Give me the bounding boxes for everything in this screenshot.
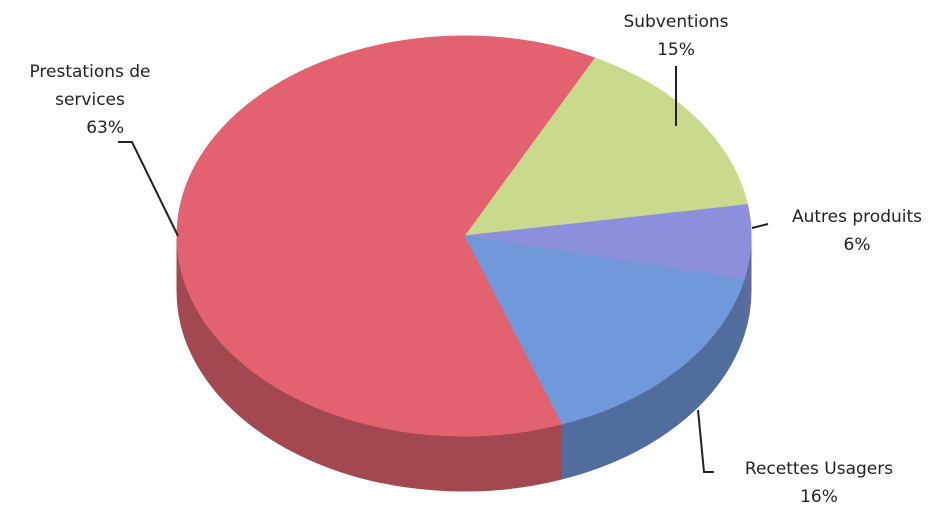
slice-label: Recettes Usagers 16% [724,455,914,511]
value-label: 16% [800,487,838,507]
pie-slice [176,35,596,437]
value-label: 6% [843,235,871,255]
slices [176,35,752,492]
pie-slice [463,235,745,425]
category-label: Recettes Usagers [744,459,894,479]
slice-label: Prestations de services 63% [10,58,170,142]
leader-line [118,141,179,237]
category-label: Autres produits [791,207,923,227]
category-label: Prestations de services [29,62,151,110]
category-label: Subventions [623,12,729,32]
value-label: 15% [657,40,695,60]
value-label: 63% [86,118,124,138]
leader-line [697,409,714,473]
leader-line [751,223,769,229]
slice-label: Subventions 15% [606,8,746,64]
slice-label: Autres produits 6% [772,203,942,259]
